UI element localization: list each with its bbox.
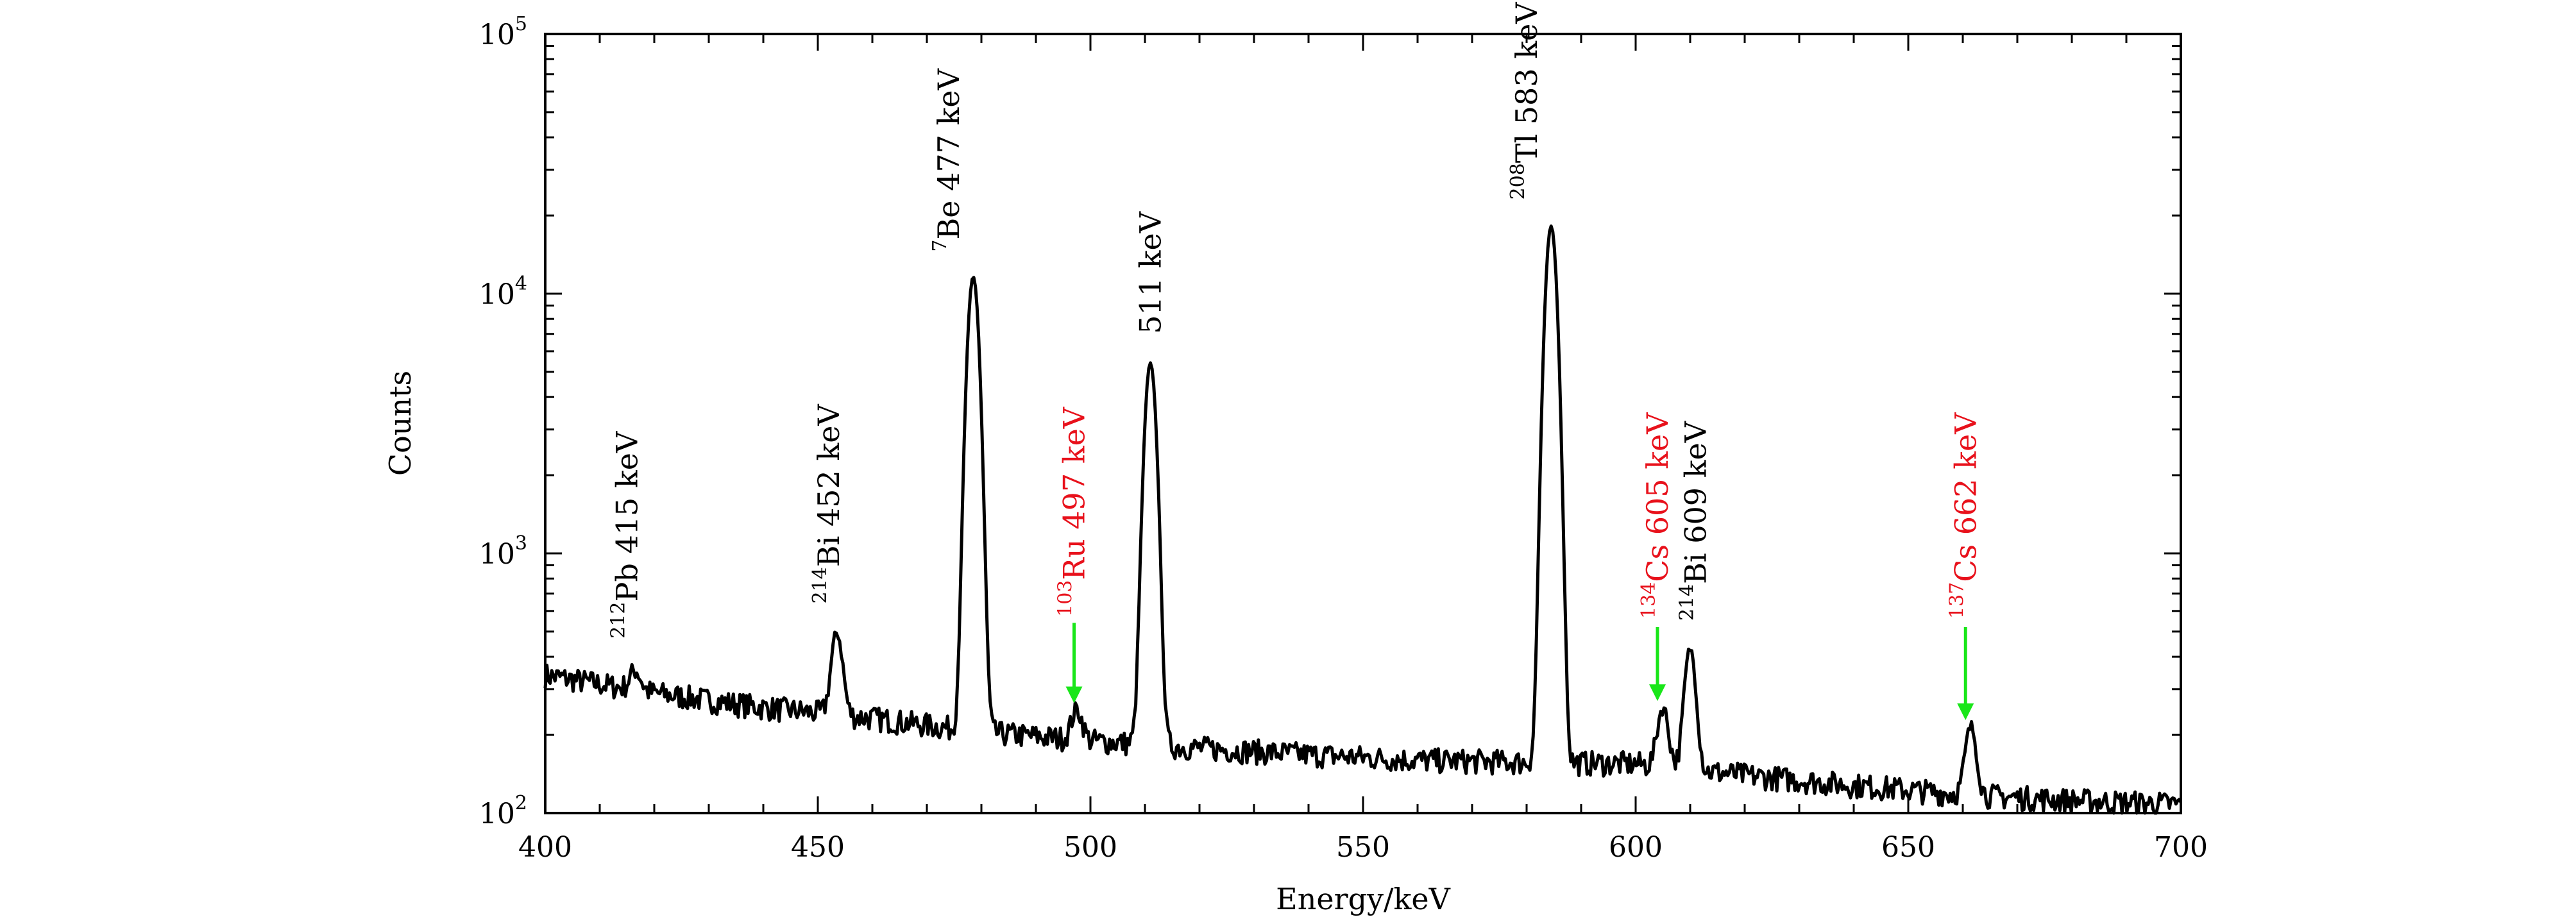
x-tick-label: 650 bbox=[1881, 831, 1935, 864]
y-tick-label: 104 bbox=[479, 273, 527, 311]
arrow-ru103-head bbox=[1065, 686, 1083, 703]
spectrum-series-line bbox=[543, 224, 2183, 815]
peak-label-pb212: 212Pb 415 keV bbox=[607, 431, 645, 639]
peak-label-bi214-452: 214Bi 452 keV bbox=[809, 404, 846, 604]
y-tick-label: 102 bbox=[479, 792, 527, 830]
peak-label-tl208: 208Tl 583 keV bbox=[1507, 2, 1544, 200]
peak-label-cs134: 134Cs 605 keV bbox=[1638, 412, 1675, 619]
peak-annotations: 212Pb 415 keV 214Bi 452 keV 7Be 477 keV 103… bbox=[607, 2, 1983, 721]
x-tick-label: 450 bbox=[791, 831, 845, 864]
peak-label-ru103: 103Ru 497 keV bbox=[1055, 407, 1092, 617]
x-axis-title: Energy/keV bbox=[1276, 882, 1450, 916]
peak-label-bi214-609: 214Bi 609 keV bbox=[1676, 421, 1713, 621]
arrow-cs134-head bbox=[1649, 684, 1666, 701]
y-axis: 102 103 104 105 bbox=[479, 13, 2181, 830]
x-tick-label: 400 bbox=[518, 831, 572, 864]
y-axis-title: Counts bbox=[383, 371, 418, 476]
x-axis: 400 450 500 550 600 650 700 bbox=[518, 34, 2208, 864]
x-tick-label: 700 bbox=[2154, 831, 2208, 864]
peak-label-be7: 7Be 477 keV bbox=[929, 68, 966, 251]
arrow-cs137-head bbox=[1957, 703, 1974, 721]
plot-frame bbox=[544, 33, 2182, 814]
x-tick-label: 500 bbox=[1063, 831, 1117, 864]
peak-label-annih: 511 keV bbox=[1133, 211, 1168, 334]
x-tick-label: 600 bbox=[1609, 831, 1663, 864]
peak-label-cs137: 137Cs 662 keV bbox=[1945, 412, 1983, 619]
y-tick-label: 103 bbox=[479, 532, 527, 571]
x-tick-label: 550 bbox=[1336, 831, 1390, 864]
y-tick-label: 105 bbox=[479, 13, 527, 51]
